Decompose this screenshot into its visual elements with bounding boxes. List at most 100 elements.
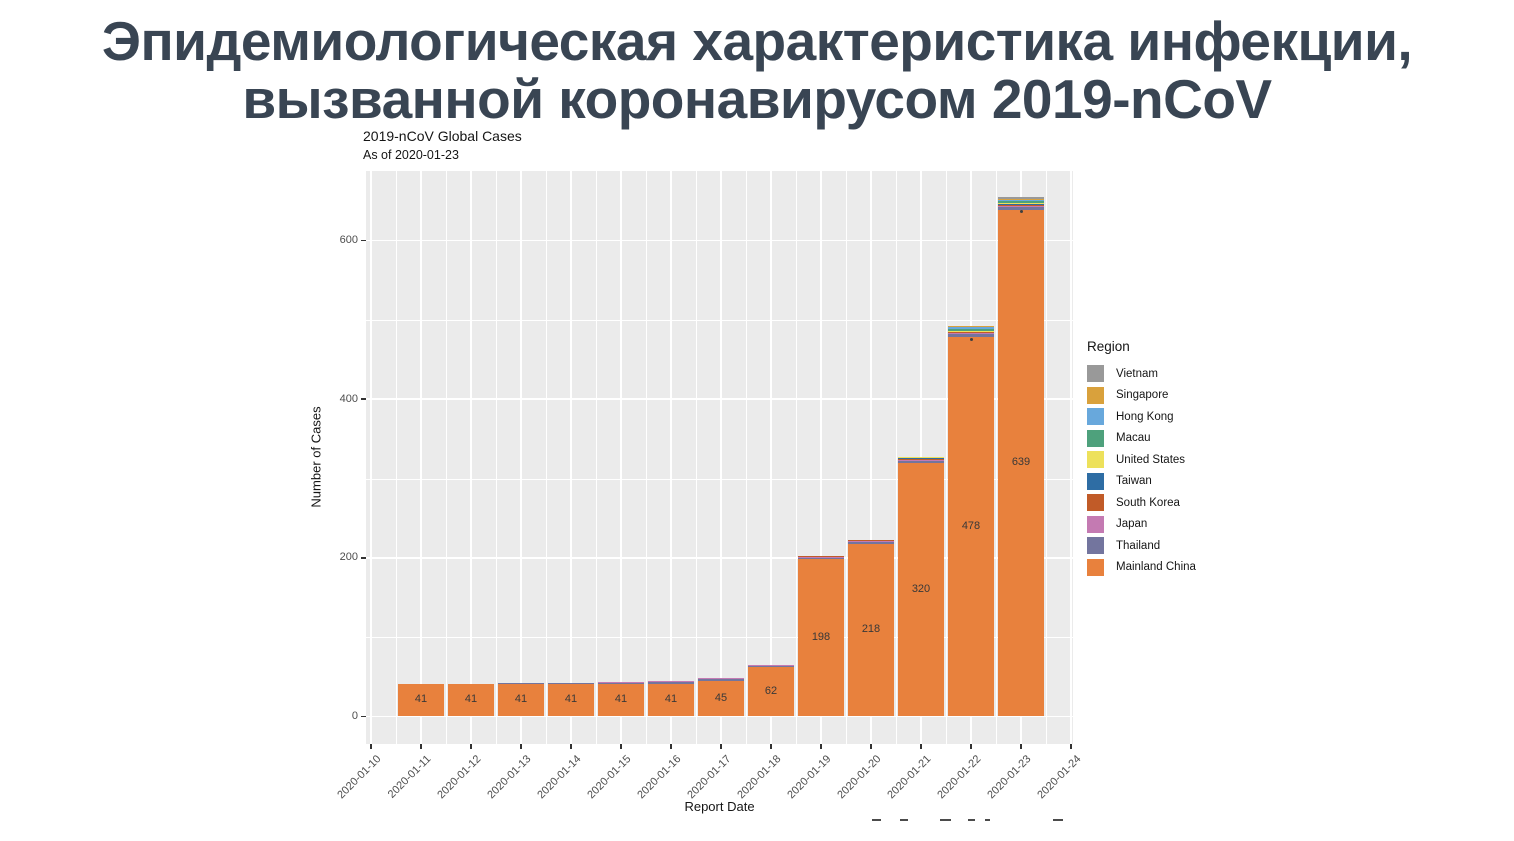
bar-segment-japan — [998, 205, 1044, 207]
y-major-gridline — [366, 398, 1073, 400]
bar-segment-mainland-china — [798, 559, 844, 717]
x-minor-gridline — [895, 171, 897, 744]
y-tick-mark — [360, 715, 366, 718]
x-minor-gridline — [995, 171, 997, 744]
bar-segment-hong-kong — [948, 327, 994, 329]
bar-segment-thailand — [948, 334, 994, 338]
bar-segment-thailand — [648, 682, 694, 684]
bar-segment-mainland-china — [998, 209, 1044, 717]
legend-item: South Korea — [1087, 492, 1196, 514]
legend-label: United States — [1116, 453, 1186, 466]
bar-value-label: 41 — [564, 693, 578, 706]
legend-label: Singapore — [1116, 389, 1169, 402]
bar-segment-mainland-china — [898, 462, 944, 717]
chart-subtitle: As of 2020-01-23 — [363, 148, 459, 162]
x-major-gridline — [670, 171, 672, 744]
bar-segment-japan — [598, 682, 644, 684]
bar-segment-singapore — [948, 326, 994, 328]
bar-segment-thailand — [998, 206, 1044, 210]
x-tick-label: 2020-01-19 — [785, 753, 834, 802]
bar-segment-south-korea — [948, 332, 994, 334]
bar-value-label: 41 — [414, 693, 428, 706]
legend-label: South Korea — [1116, 496, 1180, 509]
bar-segment-south-korea — [898, 459, 944, 461]
bar-segment-japan — [698, 678, 744, 680]
y-minor-gridline — [366, 319, 1073, 321]
cutoff-caption-fragment — [968, 819, 975, 822]
bar-segment-thailand — [898, 461, 944, 463]
bar-segment-thailand — [498, 683, 544, 684]
x-tick-mark — [420, 744, 422, 749]
x-tick-label: 2020-01-17 — [685, 753, 734, 802]
x-tick-mark — [870, 744, 872, 749]
x-major-gridline — [570, 171, 572, 744]
bar-segment-japan — [848, 541, 894, 542]
bar-segment-mainland-china — [498, 683, 544, 717]
legend-item: Vietnam — [1087, 363, 1196, 385]
legend-swatch — [1087, 408, 1104, 426]
bar-value-label: 41 — [664, 693, 678, 706]
x-tick-label: 2020-01-21 — [885, 753, 934, 802]
x-tick-label: 2020-01-12 — [435, 753, 484, 802]
x-tick-label: 2020-01-15 — [585, 753, 634, 802]
bar-segment-united-states — [998, 202, 1044, 204]
legend-item: Mainland China — [1087, 557, 1196, 579]
bar-segment-macau — [998, 201, 1044, 203]
legend-swatch — [1087, 515, 1104, 533]
x-tick-mark — [1070, 744, 1072, 749]
legend-item: Singapore — [1087, 385, 1196, 407]
legend-swatch — [1087, 451, 1104, 469]
x-minor-gridline — [845, 171, 847, 744]
x-tick-label: 2020-01-20 — [835, 753, 884, 802]
bar-segment-south-korea — [798, 556, 844, 557]
bar-segment-mainland-china — [848, 543, 894, 717]
bar-value-label: 41 — [614, 693, 628, 706]
x-tick-mark — [1020, 744, 1022, 749]
x-tick-mark — [970, 744, 972, 749]
x-minor-gridline — [645, 171, 647, 744]
x-axis-title: Report Date — [684, 799, 755, 814]
legend-swatch — [1087, 558, 1104, 576]
x-major-gridline — [370, 171, 372, 744]
bar-segment-mainland-china — [398, 683, 444, 717]
cutoff-caption-fragment — [900, 819, 908, 822]
cutoff-caption-fragment — [872, 819, 881, 822]
x-major-gridline — [1070, 171, 1072, 744]
bar-segment-japan — [748, 664, 794, 666]
bar-marker-dot — [1019, 210, 1023, 214]
x-minor-gridline — [695, 171, 697, 744]
legend: Region Vietnam Singapore Hong Kong Macau Uni… — [1087, 339, 1196, 578]
x-tick-mark — [520, 744, 522, 749]
legend-swatch — [1087, 429, 1104, 447]
x-tick-mark — [570, 744, 572, 749]
x-tick-mark — [820, 744, 822, 749]
legend-swatch — [1087, 494, 1104, 512]
bar-segment-singapore — [998, 198, 1044, 200]
bar-segment-thailand — [698, 679, 744, 681]
bar-value-label: 320 — [911, 582, 931, 595]
chart-title: 2019-nCoV Global Cases — [363, 128, 522, 144]
x-minor-gridline — [495, 171, 497, 744]
bar-segment-japan — [948, 333, 994, 335]
bar-value-label: 478 — [961, 519, 981, 532]
bar-segment-japan — [898, 460, 944, 462]
bar-marker-dot — [969, 337, 973, 341]
bar-segment-japan — [648, 681, 694, 683]
y-minor-gridline — [366, 637, 1073, 638]
legend-swatch — [1087, 365, 1104, 383]
cutoff-caption-fragment — [985, 819, 990, 822]
bar-segment-united-states — [898, 457, 944, 459]
legend-swatch — [1087, 386, 1104, 404]
x-tick-mark — [770, 744, 772, 749]
bar-value-label: 639 — [1011, 456, 1031, 469]
x-tick-label: 2020-01-16 — [635, 753, 684, 802]
x-minor-gridline — [595, 171, 597, 744]
y-major-gridline — [366, 239, 1073, 242]
x-major-gridline — [420, 171, 422, 744]
x-tick-label: 2020-01-22 — [935, 753, 984, 802]
x-tick-label: 2020-01-24 — [1035, 753, 1084, 802]
x-major-gridline — [720, 171, 722, 744]
bar-segment-thailand — [748, 665, 794, 668]
x-minor-gridline — [795, 171, 797, 744]
x-tick-mark — [920, 744, 922, 749]
